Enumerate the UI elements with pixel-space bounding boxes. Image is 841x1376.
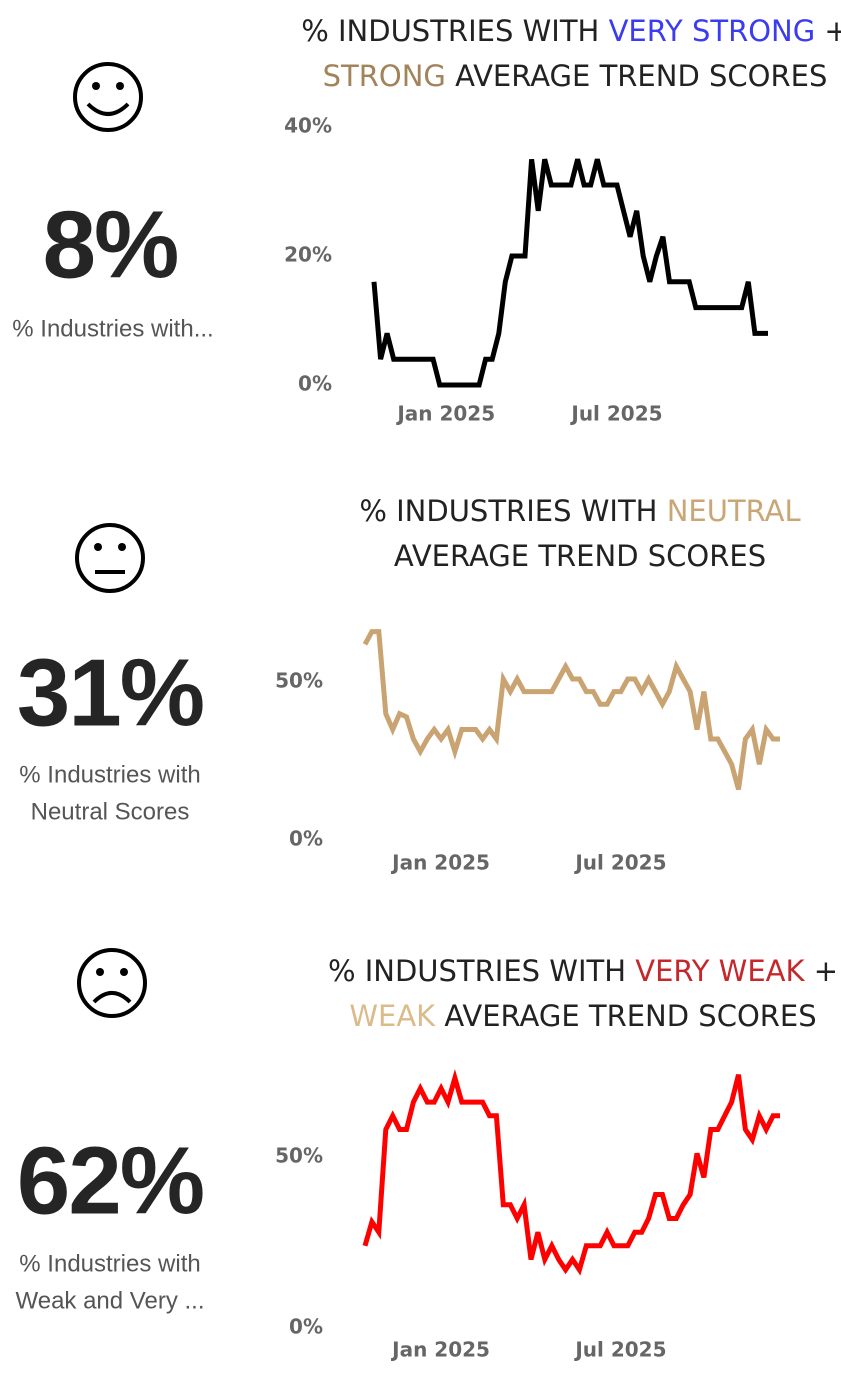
kpi-caption: % Industries with — [19, 1250, 200, 1277]
title-segment: AVERAGE TREND SCORES — [435, 999, 816, 1033]
y-tick-label: 50% — [275, 669, 323, 693]
x-tick-label: Jul 2025 — [573, 851, 666, 875]
kpi-caption: Weak and Very ... — [16, 1287, 205, 1314]
title-segment: % INDUSTRIES WITH — [301, 14, 608, 48]
title-segment: AVERAGE TREND SCORES — [394, 539, 766, 573]
x-tick-label: Jan 2025 — [390, 1338, 490, 1362]
kpi-value: 31% — [17, 639, 203, 746]
x-tick-label: Jan 2025 — [395, 402, 495, 426]
title-segment: % INDUSTRIES WITH — [359, 494, 666, 528]
kpi-caption: % Industries with — [19, 761, 200, 788]
y-tick-label: 20% — [284, 243, 332, 267]
y-tick-label: 0% — [289, 1315, 323, 1339]
neutral-face — [75, 523, 145, 593]
title-segment: NEUTRAL — [667, 494, 801, 528]
title-segment: VERY WEAK — [635, 954, 805, 988]
y-tick-label: 50% — [275, 1143, 323, 1167]
trend-line — [362, 1069, 780, 1276]
x-tick-label: Jan 2025 — [390, 851, 490, 875]
happy-face — [73, 62, 143, 132]
kpi-value: 62% — [17, 1127, 203, 1234]
title-segment: WEAK — [349, 999, 436, 1033]
chart-title: % INDUSTRIES WITH NEUTRAL — [359, 494, 800, 528]
chart-title: % INDUSTRIES WITH VERY STRONG + — [301, 14, 841, 48]
title-segment: AVERAGE TREND SCORES — [446, 59, 827, 93]
title-segment: + — [815, 14, 841, 48]
trend-line — [371, 158, 768, 388]
trend-line — [362, 629, 780, 791]
x-tick-label: Jul 2025 — [573, 1338, 666, 1362]
sad-face — [77, 948, 147, 1018]
title-segment: % INDUSTRIES WITH — [328, 954, 635, 988]
y-tick-label: 40% — [284, 114, 332, 138]
title-segment: VERY STRONG — [609, 14, 816, 48]
kpi-caption: Neutral Scores — [31, 798, 190, 825]
title-segment: STRONG — [323, 59, 446, 93]
chart-title: WEAK AVERAGE TREND SCORES — [349, 999, 816, 1033]
chart-title: % INDUSTRIES WITH VERY WEAK + — [328, 954, 838, 988]
y-tick-label: 0% — [298, 372, 332, 396]
kpi-caption: % Industries with... — [12, 315, 213, 342]
chart-title: STRONG AVERAGE TREND SCORES — [323, 59, 828, 93]
title-segment: + — [805, 954, 839, 988]
x-tick-label: Jul 2025 — [569, 402, 662, 426]
y-tick-label: 0% — [289, 827, 323, 851]
chart-title: AVERAGE TREND SCORES — [394, 539, 766, 573]
kpi-value: 8% — [43, 191, 178, 298]
